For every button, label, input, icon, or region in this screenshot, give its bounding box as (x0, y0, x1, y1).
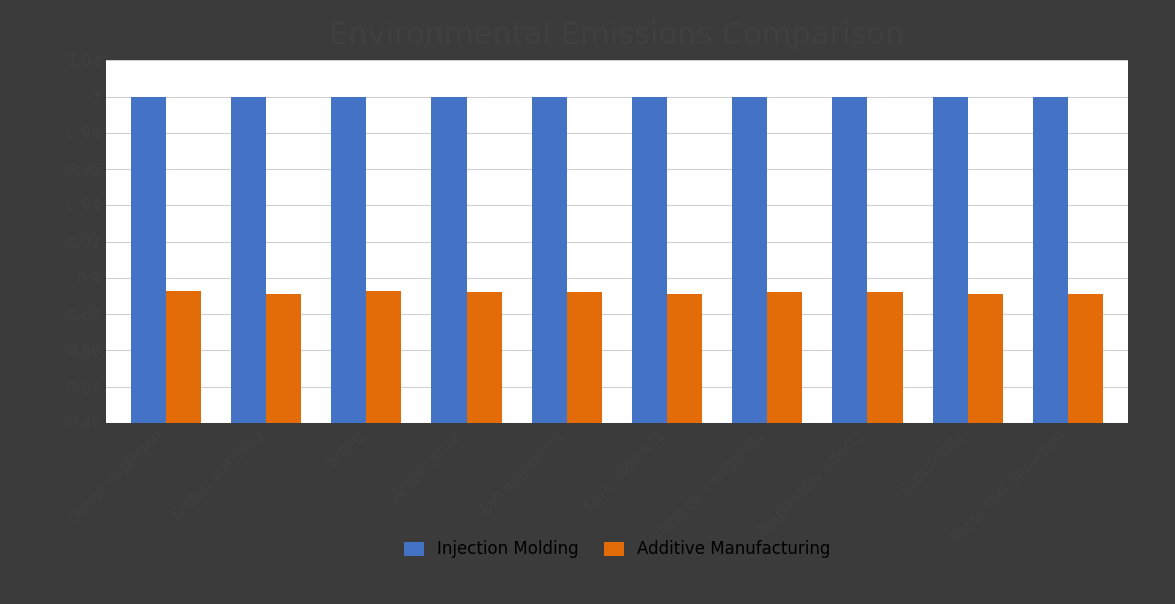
Legend: Injection Molding, Additive Manufacturing: Injection Molding, Additive Manufacturin… (395, 532, 839, 567)
Bar (266, 294, 301, 604)
Bar (933, 97, 968, 604)
Bar (1033, 97, 1068, 604)
Bar (466, 292, 502, 604)
Bar (832, 97, 867, 604)
Bar (566, 292, 602, 604)
Bar (1068, 294, 1103, 604)
Bar (968, 294, 1002, 604)
Bar (531, 97, 566, 604)
Bar (231, 97, 266, 604)
Bar (166, 291, 201, 604)
Bar (732, 97, 767, 604)
Bar (367, 291, 402, 604)
Bar (632, 97, 667, 604)
Bar (667, 294, 703, 604)
Bar (767, 292, 803, 604)
Title: Environmental Emissions Comparison: Environmental Emissions Comparison (329, 21, 905, 50)
Bar (867, 292, 902, 604)
Bar (431, 97, 466, 604)
Bar (331, 97, 367, 604)
Bar (130, 97, 166, 604)
